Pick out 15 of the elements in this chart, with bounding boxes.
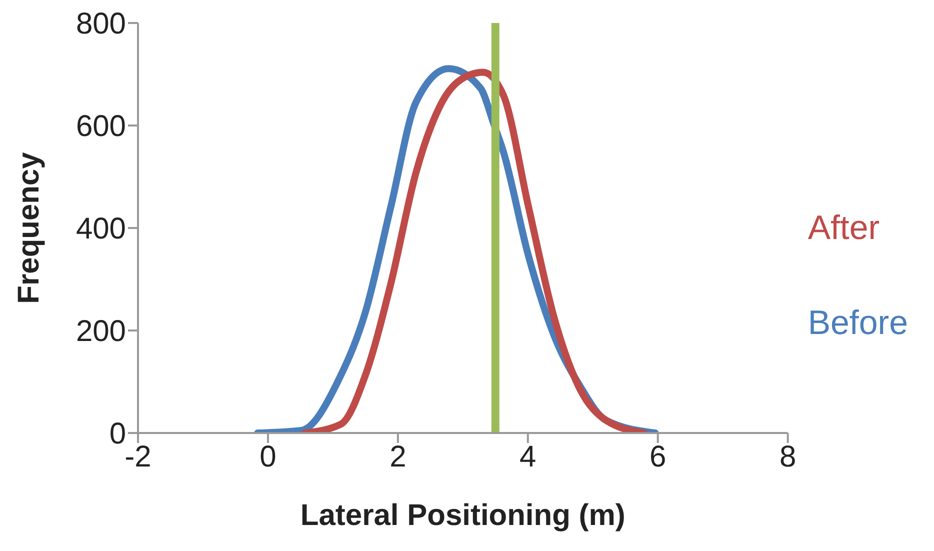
y-tick-label: 800	[76, 8, 126, 41]
text: After	[808, 208, 881, 248]
x-axis-title: Lateral Positioning (m)	[300, 499, 626, 532]
y-tick-label: 0	[109, 418, 126, 451]
text: Before	[808, 304, 908, 342]
y-tick-label: 400	[76, 212, 126, 246]
x-tick-label: 0	[260, 440, 276, 474]
y-tick-label: 200	[76, 315, 126, 348]
x-tick-label: -2	[124, 440, 152, 474]
x-tick-label: 8	[779, 440, 796, 474]
y-axis-title: Frequency	[12, 152, 46, 304]
x-tick-label: 4	[520, 440, 536, 474]
x-tick-label: 2	[390, 440, 406, 474]
y-tick-label: 600	[76, 110, 126, 144]
x-tick-label: 6	[650, 440, 666, 474]
